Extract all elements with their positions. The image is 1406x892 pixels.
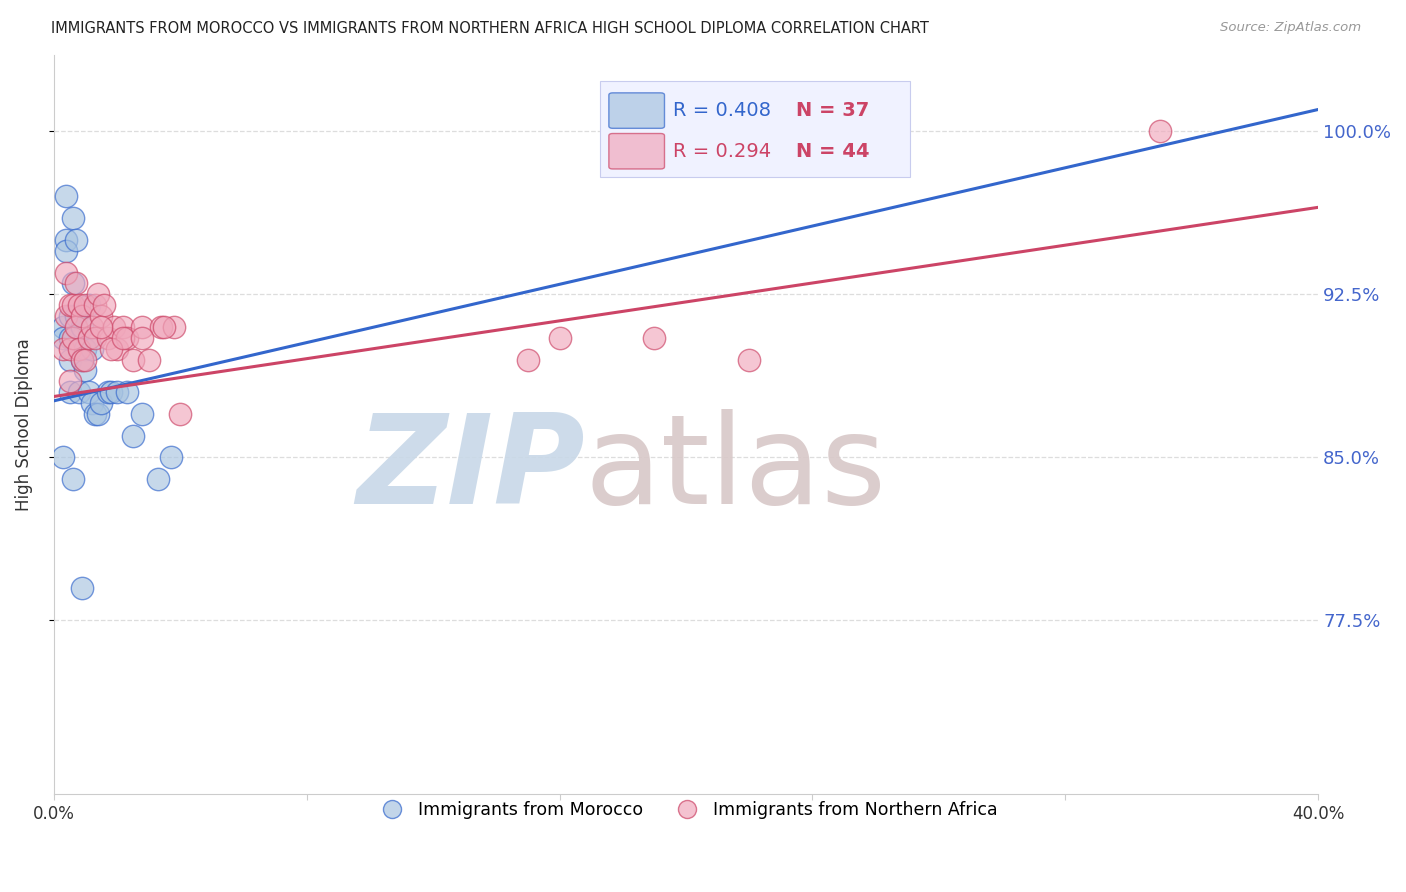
Text: 40.0%: 40.0% bbox=[1292, 805, 1344, 823]
Point bbox=[100, 385, 122, 400]
Point bbox=[59, 309, 82, 323]
Point bbox=[72, 320, 94, 334]
Point bbox=[97, 385, 120, 400]
Point bbox=[75, 363, 97, 377]
Point bbox=[738, 352, 761, 367]
Point bbox=[75, 352, 97, 367]
Point bbox=[87, 407, 110, 421]
Point bbox=[1149, 124, 1171, 138]
Text: IMMIGRANTS FROM MOROCCO VS IMMIGRANTS FROM NORTHERN AFRICA HIGH SCHOOL DIPLOMA C: IMMIGRANTS FROM MOROCCO VS IMMIGRANTS FR… bbox=[51, 21, 928, 37]
Point bbox=[90, 396, 112, 410]
Point bbox=[77, 385, 100, 400]
Legend: Immigrants from Morocco, Immigrants from Northern Africa: Immigrants from Morocco, Immigrants from… bbox=[368, 795, 1004, 826]
Point bbox=[153, 320, 176, 334]
Point bbox=[55, 309, 77, 323]
Point bbox=[84, 298, 107, 312]
Point bbox=[52, 320, 75, 334]
Point bbox=[105, 342, 128, 356]
Point bbox=[65, 233, 87, 247]
Point bbox=[59, 298, 82, 312]
Point bbox=[62, 211, 84, 226]
Point bbox=[55, 233, 77, 247]
Point bbox=[77, 331, 100, 345]
Point bbox=[115, 385, 138, 400]
Point bbox=[105, 385, 128, 400]
Point bbox=[80, 320, 103, 334]
Point bbox=[84, 331, 107, 345]
Point bbox=[159, 450, 181, 465]
Point bbox=[75, 342, 97, 356]
Point bbox=[150, 320, 173, 334]
Text: atlas: atlas bbox=[585, 409, 887, 530]
Point bbox=[169, 407, 191, 421]
FancyBboxPatch shape bbox=[609, 134, 665, 169]
Point bbox=[65, 277, 87, 291]
Point bbox=[75, 298, 97, 312]
Point bbox=[52, 342, 75, 356]
Point bbox=[72, 581, 94, 595]
Point bbox=[77, 298, 100, 312]
Point bbox=[112, 331, 135, 345]
Point bbox=[52, 450, 75, 465]
Point bbox=[112, 320, 135, 334]
Point bbox=[87, 287, 110, 301]
Point bbox=[72, 309, 94, 323]
Point bbox=[121, 428, 143, 442]
FancyBboxPatch shape bbox=[609, 93, 665, 128]
Point bbox=[100, 342, 122, 356]
Point bbox=[59, 331, 82, 345]
Point bbox=[67, 342, 90, 356]
FancyBboxPatch shape bbox=[600, 81, 910, 178]
Point bbox=[65, 309, 87, 323]
Text: R = 0.294: R = 0.294 bbox=[673, 142, 772, 161]
Point bbox=[67, 298, 90, 312]
Point bbox=[62, 277, 84, 291]
Point bbox=[72, 352, 94, 367]
Text: 0.0%: 0.0% bbox=[32, 805, 75, 823]
Point bbox=[131, 320, 153, 334]
Point bbox=[121, 352, 143, 367]
Point bbox=[146, 472, 169, 486]
Point bbox=[103, 320, 125, 334]
Text: Source: ZipAtlas.com: Source: ZipAtlas.com bbox=[1220, 21, 1361, 35]
Point bbox=[59, 342, 82, 356]
Point bbox=[131, 407, 153, 421]
Point bbox=[93, 298, 115, 312]
Text: N = 44: N = 44 bbox=[796, 142, 869, 161]
Point bbox=[90, 309, 112, 323]
Point bbox=[59, 385, 82, 400]
Point bbox=[138, 352, 160, 367]
Point bbox=[55, 189, 77, 203]
Point bbox=[72, 352, 94, 367]
Point bbox=[55, 266, 77, 280]
Point bbox=[52, 331, 75, 345]
Text: ZIP: ZIP bbox=[356, 409, 585, 530]
Point bbox=[97, 331, 120, 345]
Point bbox=[516, 352, 538, 367]
Point bbox=[80, 396, 103, 410]
Point bbox=[115, 331, 138, 345]
Point bbox=[548, 331, 571, 345]
Point bbox=[67, 385, 90, 400]
Point bbox=[643, 331, 665, 345]
Point bbox=[62, 331, 84, 345]
Point bbox=[67, 342, 90, 356]
Point bbox=[163, 320, 186, 334]
Point bbox=[80, 342, 103, 356]
Text: N = 37: N = 37 bbox=[796, 101, 869, 120]
Point bbox=[62, 472, 84, 486]
Text: R = 0.408: R = 0.408 bbox=[673, 101, 772, 120]
Point bbox=[62, 298, 84, 312]
Point bbox=[59, 352, 82, 367]
Point bbox=[90, 320, 112, 334]
Y-axis label: High School Diploma: High School Diploma bbox=[15, 338, 32, 511]
Point bbox=[84, 407, 107, 421]
Point bbox=[59, 374, 82, 388]
Point bbox=[65, 320, 87, 334]
Point bbox=[55, 244, 77, 258]
Point bbox=[131, 331, 153, 345]
